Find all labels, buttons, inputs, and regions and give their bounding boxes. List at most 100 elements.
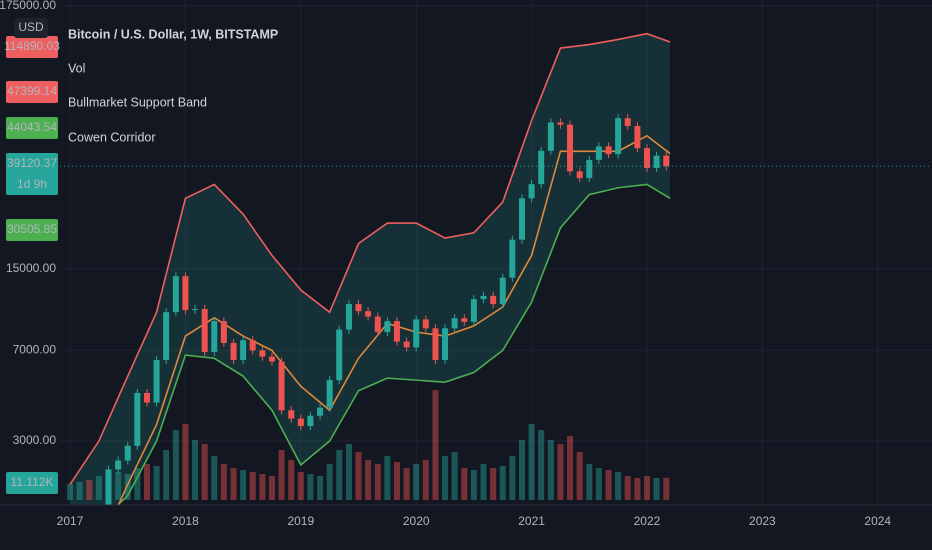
- currency-label[interactable]: USD: [18, 20, 44, 34]
- candle: [172, 276, 179, 313]
- candle: [211, 321, 218, 352]
- countdown-label: 1d 9h: [17, 177, 47, 191]
- candle: [586, 159, 593, 179]
- candle: [355, 303, 362, 312]
- candle: [249, 340, 256, 351]
- candle: [374, 316, 381, 333]
- candle: [365, 311, 372, 317]
- candle: [192, 309, 199, 311]
- currency-box[interactable]: [14, 18, 48, 38]
- candle: [595, 146, 602, 160]
- volume-bar: [422, 460, 429, 500]
- volume-bar: [230, 468, 237, 500]
- volume-bar: [115, 472, 122, 500]
- volume-bar: [163, 450, 170, 500]
- volume-bar: [557, 444, 564, 500]
- candle: [432, 328, 439, 360]
- candle: [105, 469, 112, 505]
- volume-bar: [547, 440, 554, 500]
- candle: [326, 380, 333, 408]
- price-tag: [6, 219, 58, 241]
- volume-tag: [6, 472, 58, 494]
- candle: [509, 239, 516, 278]
- price-tag: [6, 117, 58, 139]
- candle: [547, 122, 554, 151]
- volume-bar: [317, 476, 324, 500]
- candle: [124, 445, 131, 461]
- price-tag: [6, 36, 58, 58]
- volume-bar: [461, 468, 468, 500]
- volume-bar: [663, 477, 670, 500]
- volume-bar: [393, 462, 400, 500]
- volume-bar: [220, 464, 227, 500]
- volume-bar: [124, 474, 131, 500]
- candle: [470, 299, 477, 322]
- band-line: [117, 134, 671, 505]
- candle: [442, 328, 449, 360]
- candle: [451, 318, 458, 329]
- x-tick-label: 2018: [172, 514, 199, 528]
- indicator-label[interactable]: Bullmarket Support Band: [68, 95, 207, 109]
- candle: [490, 295, 497, 305]
- x-tick-label: 2020: [403, 514, 430, 528]
- volume-bar: [576, 452, 583, 500]
- corridor-fill: [70, 33, 671, 505]
- candle: [480, 295, 487, 300]
- volume-bar: [211, 456, 218, 500]
- chart-title[interactable]: Bitcoin / U.S. Dollar, 1W, BITSTAMP: [68, 27, 278, 41]
- candle: [634, 125, 641, 149]
- volume-bar: [240, 470, 247, 500]
- volume-bar: [615, 472, 622, 500]
- candle: [345, 303, 352, 330]
- candle: [567, 124, 574, 172]
- candle: [182, 276, 189, 311]
- candle: [115, 460, 122, 470]
- candle: [144, 392, 151, 403]
- indicator-label[interactable]: Cowen Corridor: [68, 130, 156, 144]
- volume-bar: [259, 474, 266, 500]
- candle: [259, 350, 266, 357]
- volume-bar: [182, 424, 189, 500]
- volume-bar: [345, 444, 352, 500]
- candle: [499, 277, 506, 305]
- volume-bar: [643, 476, 650, 500]
- candle: [538, 150, 545, 185]
- volume-bar: [451, 452, 458, 500]
- candle: [278, 361, 285, 411]
- volume-bar: [653, 478, 660, 500]
- volume-bar: [192, 440, 199, 500]
- candle: [403, 341, 410, 348]
- candle: [134, 392, 141, 446]
- volume-bar: [538, 430, 545, 500]
- price-tag-label: 47399.14: [7, 84, 57, 98]
- candle: [624, 118, 631, 126]
- candle: [240, 340, 247, 360]
- candle: [268, 356, 275, 362]
- candle: [643, 148, 650, 168]
- candle: [413, 319, 420, 348]
- grid: [60, 0, 932, 505]
- x-tick-label: 2024: [864, 514, 891, 528]
- indicator-label[interactable]: Vol: [68, 61, 85, 75]
- volume-bar: [413, 464, 420, 500]
- axes: 3000.00 7000.00 15000.00 175000.00 2017 2018 2…: [0, 0, 932, 528]
- plot: [60, 32, 932, 505]
- volume-bar: [86, 480, 93, 500]
- y-tick-label: 7000.00: [13, 343, 57, 357]
- volume-bar: [355, 452, 362, 500]
- y-tick-label: 3000.00: [13, 433, 57, 447]
- volume-bar: [76, 482, 83, 500]
- candle: [153, 359, 160, 403]
- price-tags: 114890.03 47399.14 44043.54 39120.37 30505.8…: [4, 36, 60, 494]
- volume-bar: [326, 464, 333, 500]
- volume-bar: [268, 476, 275, 500]
- price-tag-label: 44043.54: [7, 120, 57, 134]
- x-tick-label: 2022: [634, 514, 661, 528]
- volume-bar: [172, 430, 179, 500]
- x-tick-label: 2023: [749, 514, 776, 528]
- band-line: [69, 32, 671, 485]
- volume-bar: [605, 470, 612, 500]
